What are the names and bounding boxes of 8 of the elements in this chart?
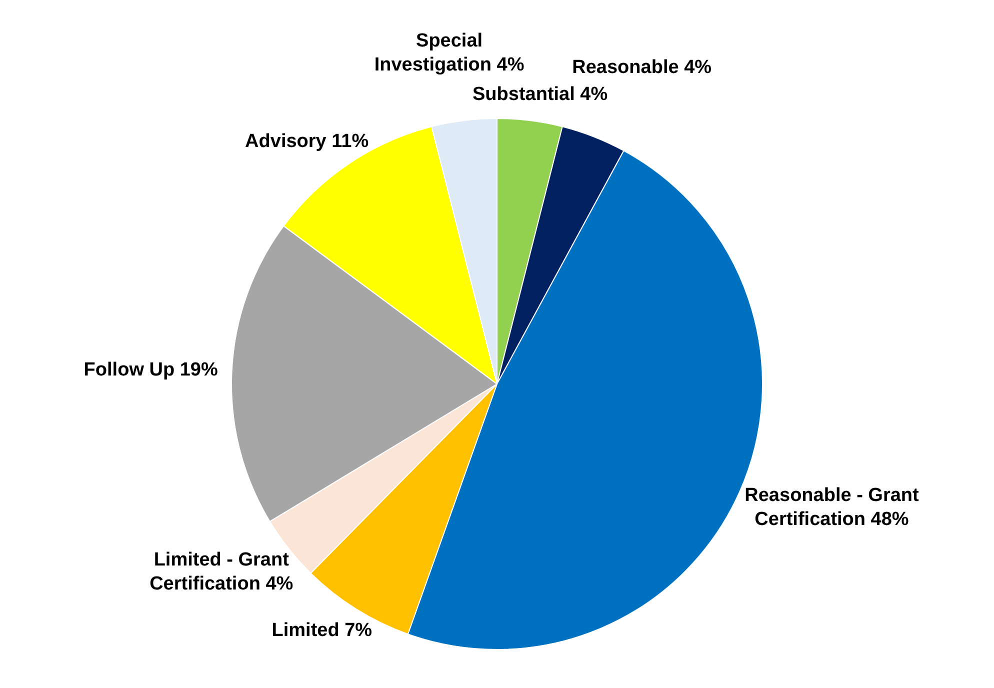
slice-label: Limited - Grant Certification 4% xyxy=(150,549,294,594)
slice-label: Follow Up 19% xyxy=(84,360,218,381)
slice-label: Reasonable - Grant Certification 48% xyxy=(744,484,920,530)
slice-label: Limited 7% xyxy=(272,620,372,642)
slice-label: Substantial 4% xyxy=(472,84,608,105)
slice-label: Reasonable 4% xyxy=(572,57,712,78)
slice-label: Special Investigation 4% xyxy=(374,30,524,76)
slice-label: Advisory 11% xyxy=(245,131,369,152)
